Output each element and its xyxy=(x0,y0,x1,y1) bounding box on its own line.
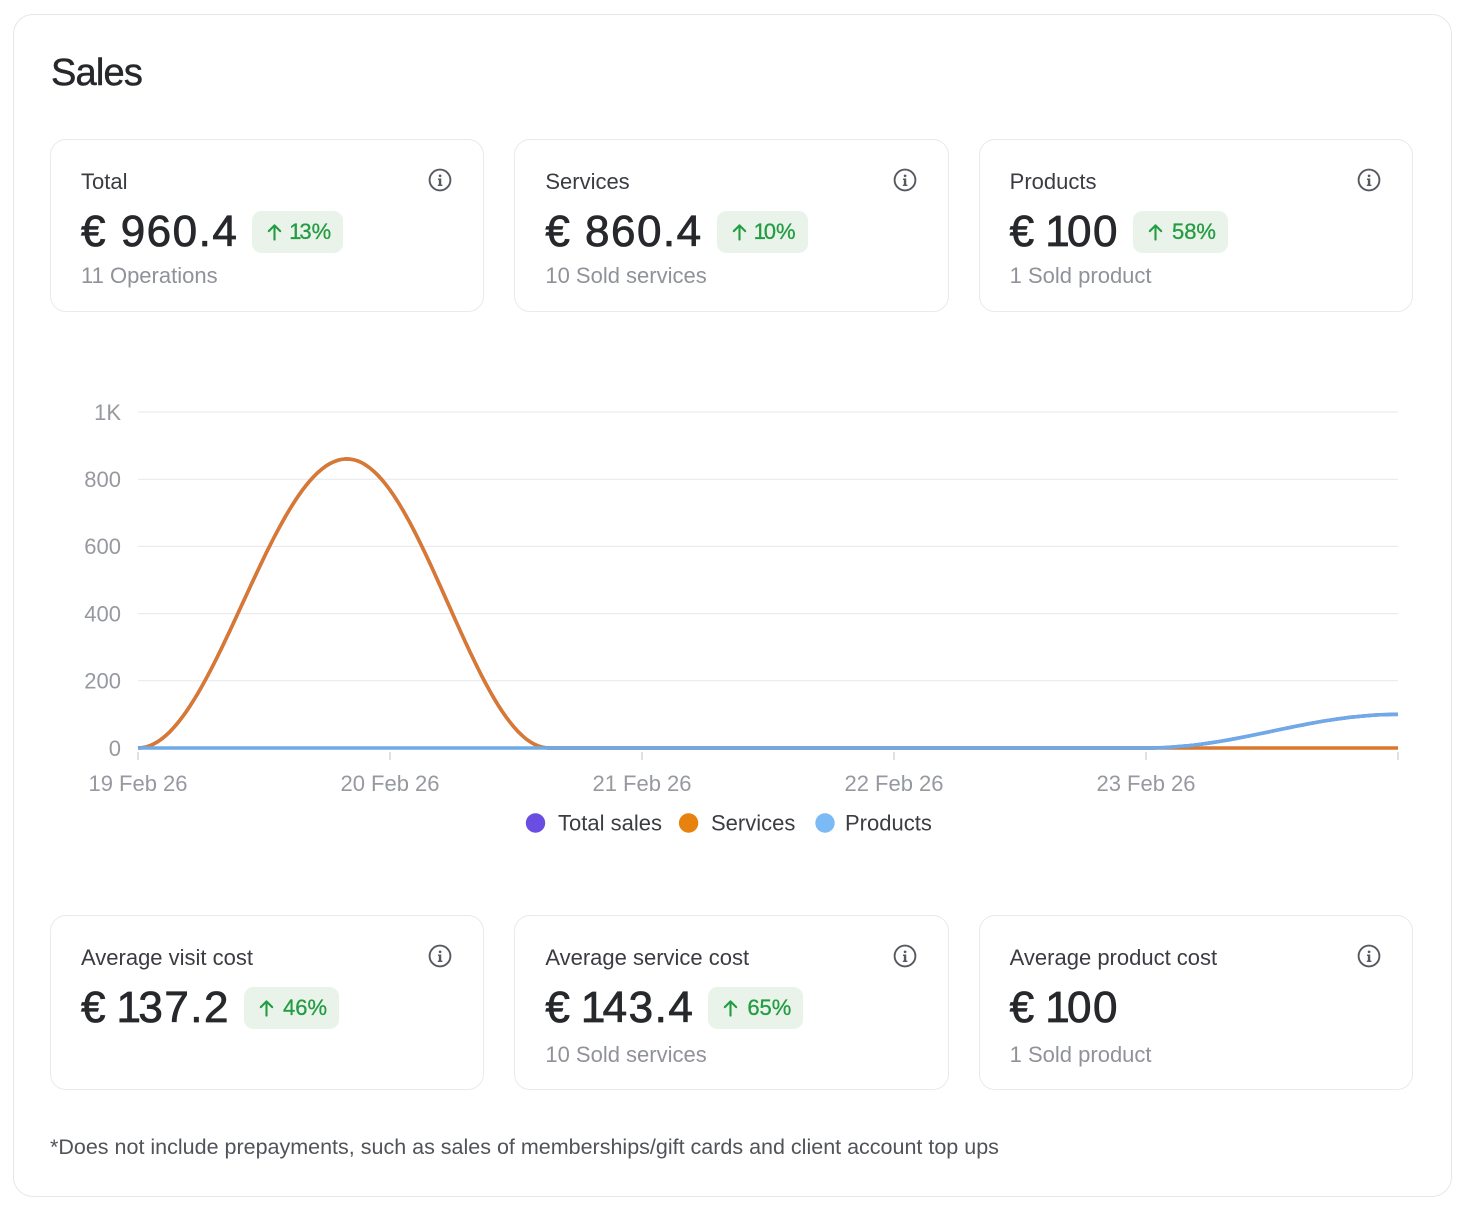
svg-text:1K: 1K xyxy=(94,400,121,425)
svg-text:800: 800 xyxy=(84,467,121,492)
svg-text:20 Feb 26: 20 Feb 26 xyxy=(340,771,439,796)
svg-text:19 Feb 26: 19 Feb 26 xyxy=(88,771,187,796)
svg-text:Total sales: Total sales xyxy=(558,811,662,836)
svg-text:200: 200 xyxy=(84,669,121,694)
svg-text:21 Feb 26: 21 Feb 26 xyxy=(592,771,691,796)
svg-text:400: 400 xyxy=(84,601,121,626)
svg-text:0: 0 xyxy=(109,736,121,761)
svg-text:600: 600 xyxy=(84,534,121,559)
svg-text:22 Feb 26: 22 Feb 26 xyxy=(844,771,943,796)
svg-text:Services: Services xyxy=(711,811,795,836)
svg-text:23 Feb 26: 23 Feb 26 xyxy=(1096,771,1195,796)
svg-text:Products: Products xyxy=(845,811,932,836)
